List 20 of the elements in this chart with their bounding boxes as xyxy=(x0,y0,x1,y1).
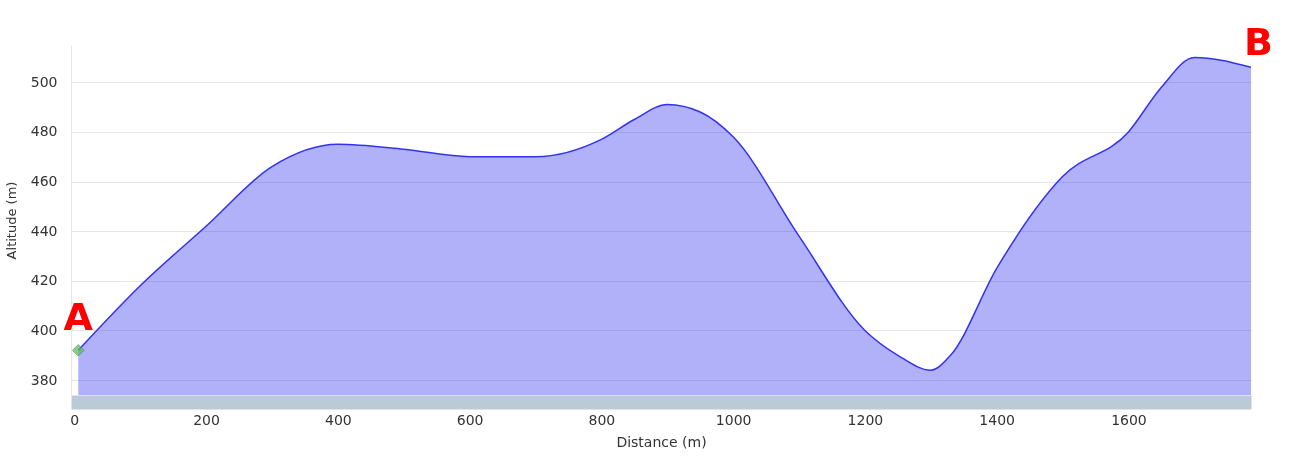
y-tick-label: 380 xyxy=(30,371,58,388)
x-axis-title: Distance (m) xyxy=(616,433,707,450)
y-axis-title: Altitude (m) xyxy=(3,181,19,260)
y-tick-label: 500 xyxy=(30,73,58,90)
x-tick-label: 600 xyxy=(456,411,484,428)
x-tick-label: 200 xyxy=(193,411,220,428)
x-tick-label: 1200 xyxy=(847,411,884,428)
y-tick-label: 420 xyxy=(30,272,58,289)
annotation: B xyxy=(1244,20,1273,65)
y-tick-label: 400 xyxy=(30,321,58,338)
y-tick-label: 480 xyxy=(30,123,58,140)
x-tick-label: 400 xyxy=(324,411,352,428)
x-tick-label: 800 xyxy=(588,411,616,428)
x-tick-label: 1000 xyxy=(715,411,752,428)
x-tick-label: 1400 xyxy=(979,411,1015,428)
y-tick-label: 440 xyxy=(30,222,58,239)
annotation: A xyxy=(63,295,94,340)
x-tick-label: 1600 xyxy=(1111,411,1147,428)
x-tick-label: 0 xyxy=(70,411,80,428)
y-tick-label: 460 xyxy=(30,173,58,190)
